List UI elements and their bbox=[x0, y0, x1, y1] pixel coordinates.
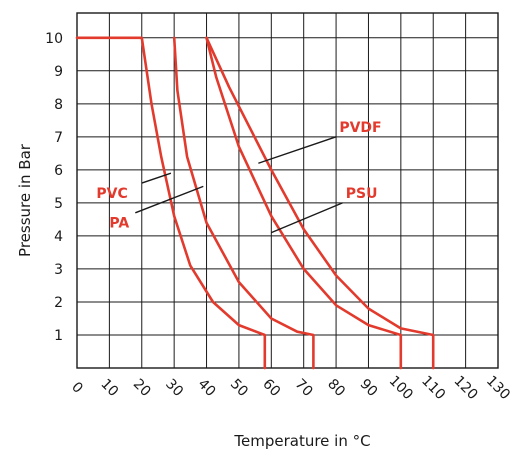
y-tick-10: 10 bbox=[45, 31, 63, 47]
x-axis-title: Temperature in °C bbox=[233, 432, 370, 450]
label-pa: PA bbox=[109, 216, 129, 232]
curve-labels: PVC PA PSU PVDF bbox=[96, 120, 381, 232]
x-tick-60: 60 bbox=[259, 376, 283, 400]
curve-pa bbox=[172, 36, 315, 370]
leader-pvc bbox=[141, 172, 172, 184]
x-tick-20: 20 bbox=[130, 376, 154, 400]
label-leaders bbox=[135, 136, 343, 234]
y-tick-6: 6 bbox=[54, 163, 63, 179]
curve-pvc bbox=[75, 36, 267, 370]
y-tick-1: 1 bbox=[54, 328, 63, 344]
y-tick-4: 4 bbox=[54, 229, 63, 245]
x-tick-30: 30 bbox=[162, 376, 186, 400]
plot-frame bbox=[76, 12, 499, 369]
x-tick-40: 40 bbox=[195, 376, 219, 400]
y-tick-2: 2 bbox=[54, 295, 63, 311]
y-tick-8: 8 bbox=[54, 97, 63, 113]
y-tick-3: 3 bbox=[54, 262, 63, 278]
y-tick-7: 7 bbox=[54, 130, 63, 146]
x-tick-110: 110 bbox=[418, 373, 448, 403]
x-tick-130: 130 bbox=[483, 373, 513, 403]
leader-pa bbox=[135, 185, 204, 214]
x-tick-70: 70 bbox=[292, 376, 316, 400]
x-tick-80: 80 bbox=[324, 376, 348, 400]
x-tick-0: 0 bbox=[68, 379, 86, 397]
y-tick-5: 5 bbox=[54, 196, 63, 212]
x-tick-labels: 0 10 20 30 40 50 60 70 80 90 100 110 120 130 bbox=[68, 373, 513, 403]
y-axis-title: Pressure in Bar bbox=[16, 143, 34, 257]
curve-pvdf bbox=[205, 36, 435, 370]
y-tick-9: 9 bbox=[54, 64, 63, 80]
grid bbox=[76, 13, 499, 368]
leader-pvdf bbox=[258, 136, 337, 164]
y-tick-labels: 1 2 3 4 5 6 7 8 9 10 bbox=[45, 31, 63, 344]
x-tick-50: 50 bbox=[227, 376, 251, 400]
label-pvc: PVC bbox=[96, 186, 127, 202]
x-tick-120: 120 bbox=[451, 373, 481, 403]
label-pvdf: PVDF bbox=[339, 120, 381, 136]
curve-psu bbox=[205, 36, 403, 370]
leader-psu bbox=[271, 202, 343, 234]
label-psu: PSU bbox=[346, 186, 378, 202]
curves bbox=[75, 36, 435, 370]
x-tick-100: 100 bbox=[386, 373, 416, 403]
x-tick-90: 90 bbox=[357, 376, 381, 400]
x-tick-10: 10 bbox=[97, 376, 121, 400]
